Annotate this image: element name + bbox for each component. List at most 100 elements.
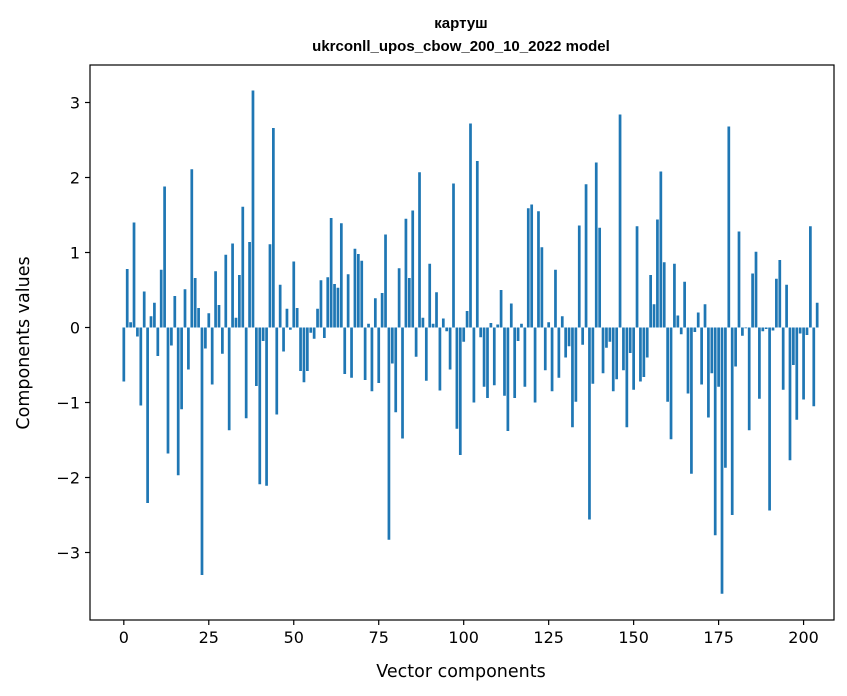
bar bbox=[499, 290, 503, 328]
bar bbox=[778, 260, 782, 328]
bar bbox=[428, 263, 432, 328]
bar bbox=[805, 327, 809, 335]
bar bbox=[149, 316, 153, 328]
bar bbox=[812, 327, 816, 407]
x-axis-label: Vector components bbox=[376, 662, 545, 682]
bar bbox=[204, 327, 207, 349]
bar bbox=[214, 271, 217, 328]
x-tick-label: 125 bbox=[533, 628, 564, 647]
bar bbox=[339, 223, 343, 328]
bar bbox=[785, 284, 788, 328]
bar bbox=[526, 208, 530, 328]
bar bbox=[210, 327, 214, 385]
bar bbox=[496, 324, 500, 328]
bar bbox=[707, 327, 710, 418]
bar bbox=[696, 312, 700, 328]
bar bbox=[479, 327, 483, 338]
bar bbox=[533, 327, 537, 403]
bar bbox=[768, 327, 771, 511]
bar bbox=[598, 227, 602, 328]
bar bbox=[272, 128, 275, 328]
bar bbox=[438, 327, 442, 391]
x-tick-label: 100 bbox=[448, 628, 479, 647]
bar bbox=[458, 327, 462, 455]
bar bbox=[509, 303, 513, 328]
bar bbox=[200, 327, 204, 575]
bar bbox=[594, 162, 598, 328]
bar bbox=[224, 254, 228, 328]
bar bbox=[516, 327, 520, 341]
bar bbox=[207, 313, 211, 328]
bar bbox=[513, 327, 517, 398]
bar bbox=[662, 262, 666, 328]
bar bbox=[153, 302, 156, 328]
bar bbox=[190, 169, 194, 328]
bar bbox=[571, 327, 574, 428]
bar bbox=[465, 311, 469, 328]
bar bbox=[615, 327, 619, 380]
bar bbox=[435, 292, 438, 328]
x-axis-ticks: 0 25 50 75 100 125 150 175 200 bbox=[119, 620, 819, 647]
bars-group bbox=[122, 90, 819, 594]
bar bbox=[628, 327, 632, 353]
bar bbox=[326, 277, 330, 328]
bar bbox=[289, 327, 292, 330]
bar bbox=[717, 327, 720, 387]
bar bbox=[255, 327, 258, 386]
bar bbox=[156, 327, 160, 356]
bar bbox=[418, 172, 421, 328]
bar bbox=[611, 327, 615, 392]
bar bbox=[649, 275, 652, 328]
bar bbox=[690, 327, 693, 474]
bar bbox=[136, 327, 139, 337]
bar bbox=[482, 327, 486, 387]
bar bbox=[622, 327, 625, 371]
bar bbox=[747, 327, 751, 431]
bar bbox=[792, 327, 795, 365]
bar bbox=[554, 269, 557, 328]
bar bbox=[299, 327, 302, 371]
bar bbox=[659, 171, 663, 328]
bar bbox=[775, 278, 778, 328]
bar bbox=[530, 204, 534, 328]
bar bbox=[710, 327, 714, 374]
bar bbox=[550, 327, 554, 392]
bar bbox=[761, 327, 765, 332]
bar bbox=[187, 327, 190, 370]
bar bbox=[523, 327, 527, 387]
bar bbox=[312, 327, 316, 339]
bar bbox=[275, 327, 279, 415]
bar bbox=[605, 327, 608, 348]
bar bbox=[302, 327, 306, 383]
y-axis-label: Components values bbox=[14, 256, 34, 429]
bar bbox=[448, 327, 452, 370]
bar bbox=[431, 323, 435, 328]
bar bbox=[322, 327, 326, 338]
bar bbox=[683, 281, 686, 328]
bar bbox=[472, 327, 476, 403]
bar bbox=[489, 323, 493, 328]
bar bbox=[380, 293, 384, 328]
bar bbox=[166, 327, 170, 454]
bar bbox=[278, 284, 282, 328]
y-tick-label: 0 bbox=[70, 319, 80, 338]
bar bbox=[217, 305, 221, 328]
chart-title-line2: ukrconll_upos_cbow_200_10_2022 model bbox=[312, 38, 610, 55]
bar bbox=[693, 327, 697, 332]
x-tick-label: 150 bbox=[618, 628, 649, 647]
bar bbox=[652, 304, 656, 328]
bar bbox=[356, 254, 360, 328]
bar bbox=[771, 327, 775, 331]
bar bbox=[781, 327, 785, 390]
bar bbox=[183, 289, 187, 328]
bar bbox=[404, 218, 408, 328]
bar bbox=[234, 317, 238, 328]
bar bbox=[754, 251, 758, 328]
bar bbox=[713, 327, 717, 536]
bar bbox=[377, 327, 381, 383]
bar bbox=[350, 327, 353, 378]
x-tick-label: 50 bbox=[284, 628, 304, 647]
bar bbox=[741, 327, 744, 336]
bar bbox=[193, 278, 197, 328]
bar bbox=[557, 327, 561, 378]
